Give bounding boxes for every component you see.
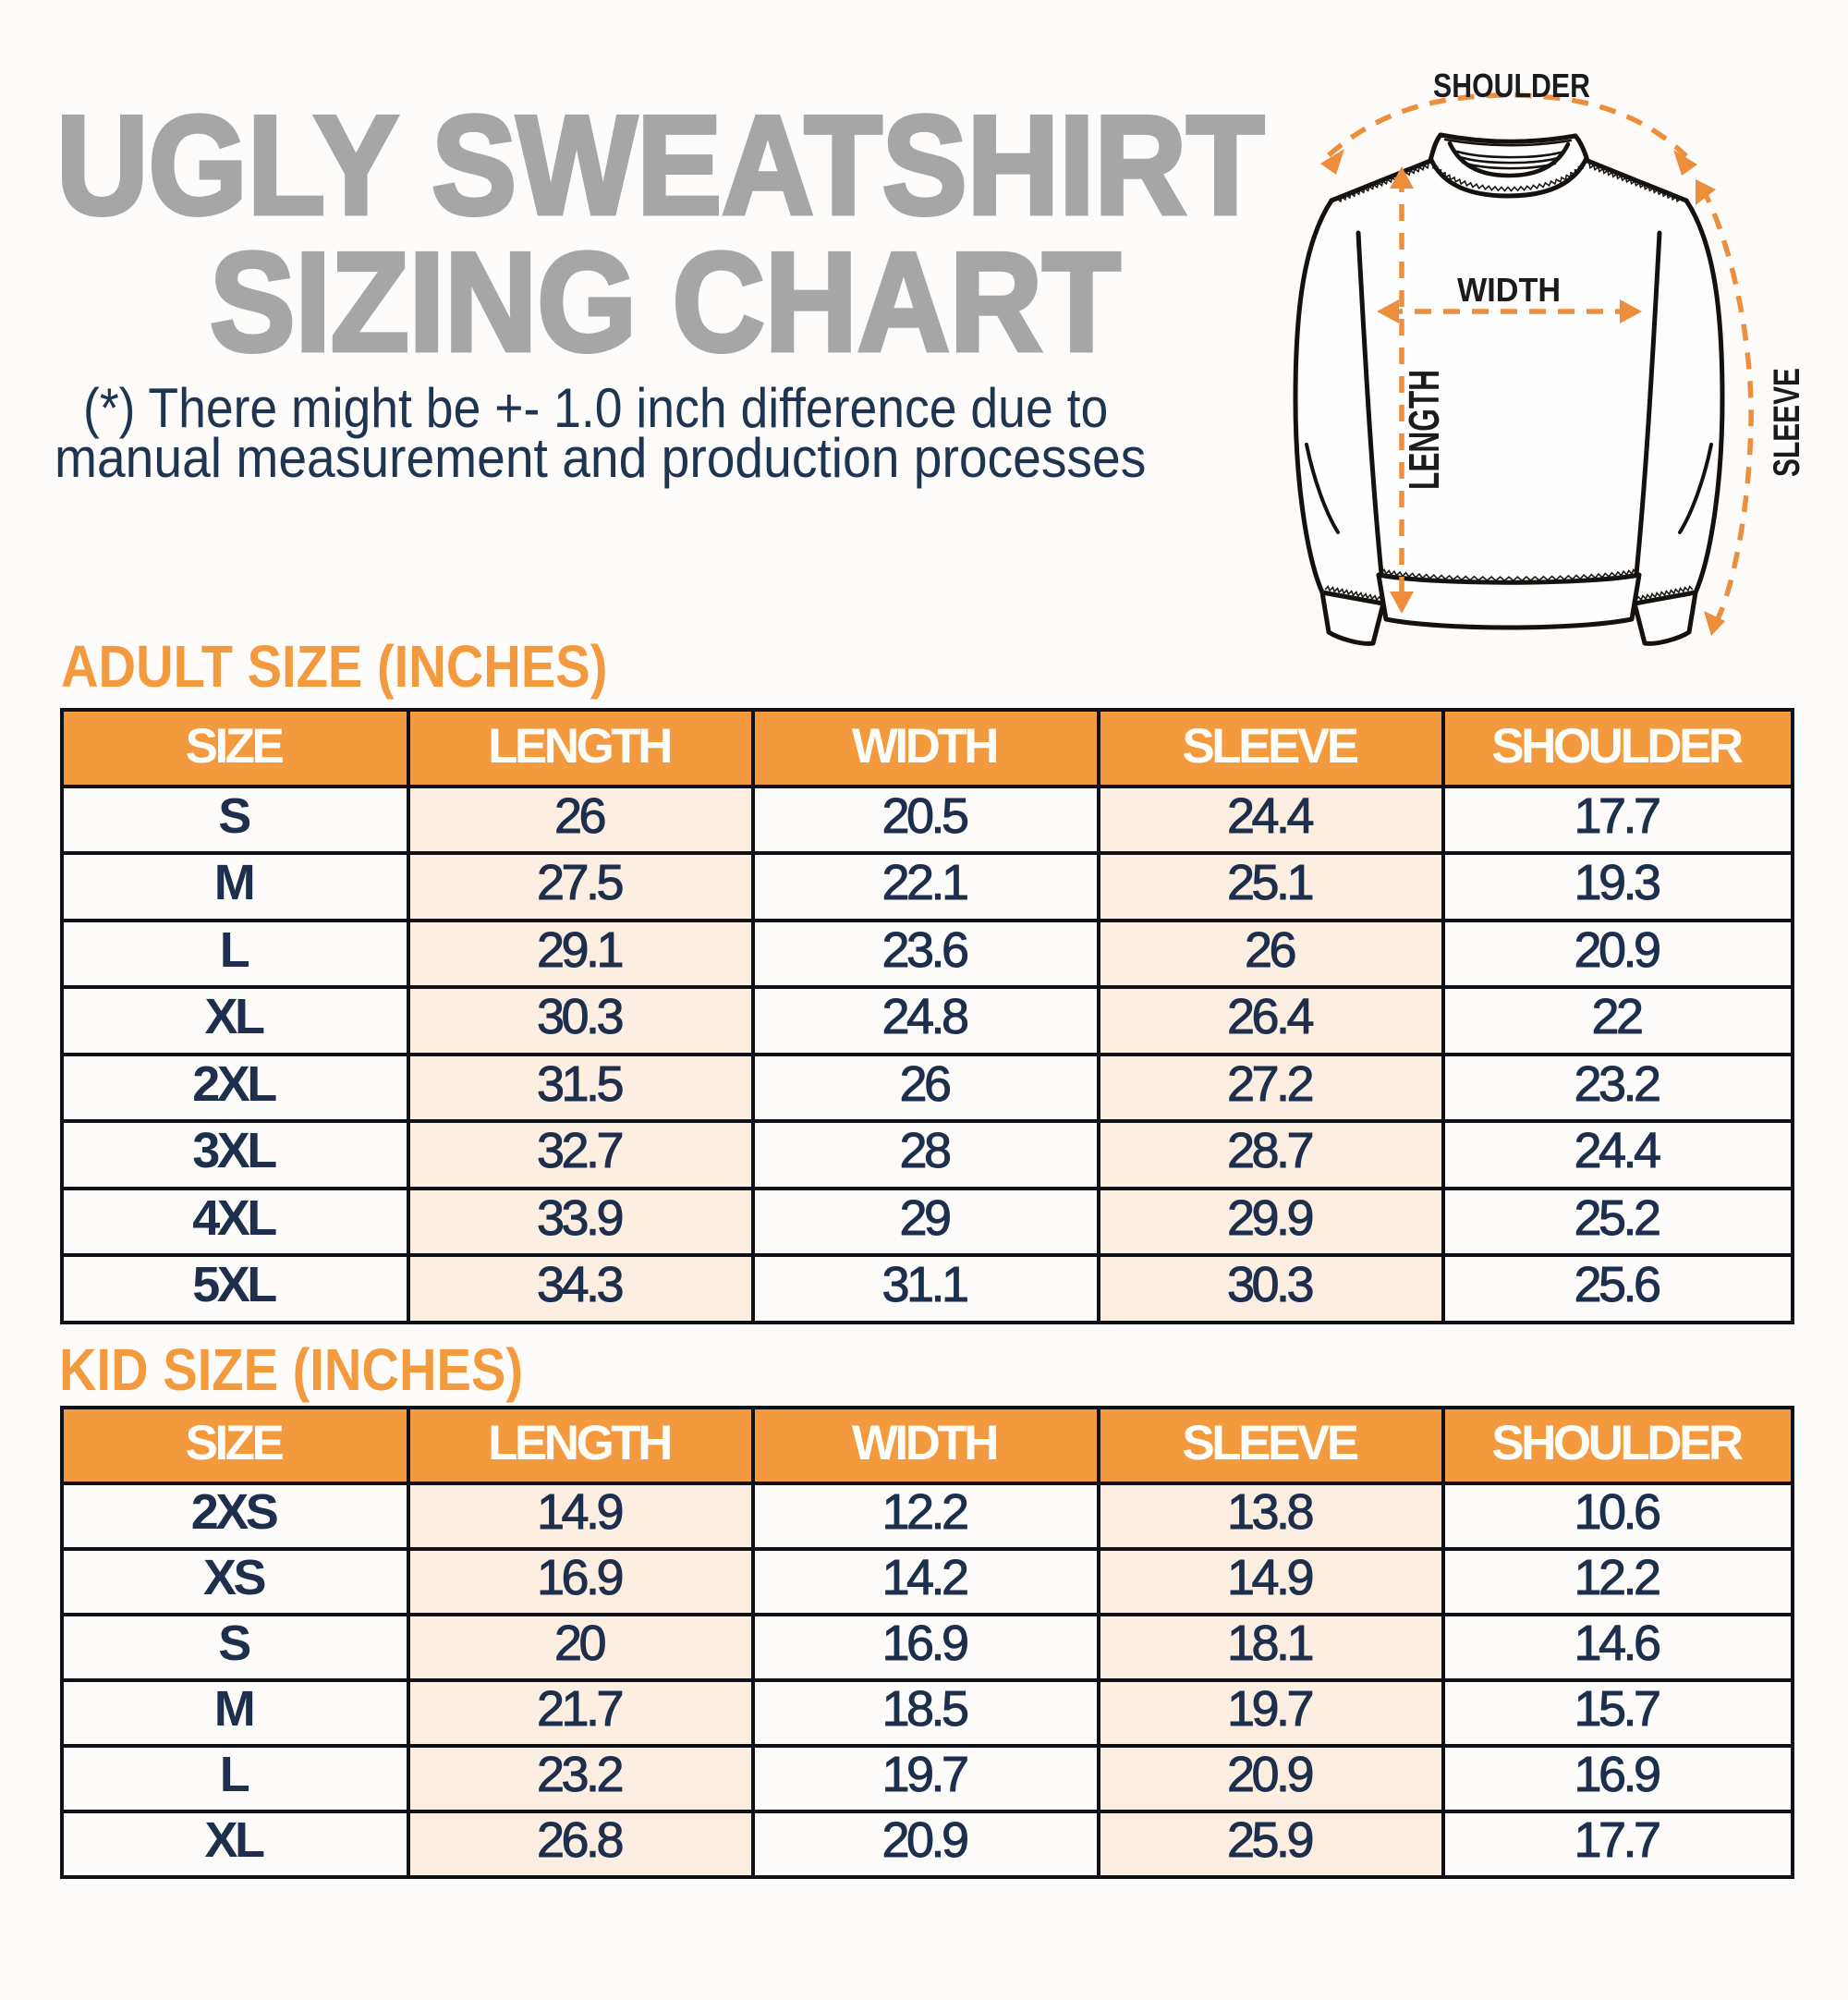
- svg-text:WIDTH: WIDTH: [1457, 271, 1561, 309]
- svg-text:SLEEVE: SLEEVE: [1767, 368, 1807, 477]
- svg-text:SHOULDER: SHOULDER: [1433, 67, 1590, 104]
- svg-text:LENGTH: LENGTH: [1400, 370, 1448, 490]
